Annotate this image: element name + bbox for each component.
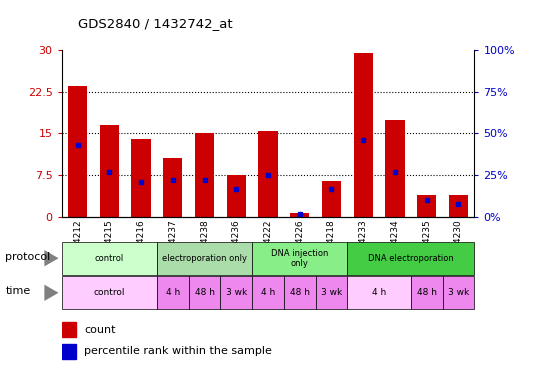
Text: 48 h: 48 h: [416, 288, 437, 297]
Bar: [220, 276, 252, 309]
Text: electroporation only: electroporation only: [162, 254, 247, 263]
Text: DNA electroporation: DNA electroporation: [368, 254, 454, 263]
Polygon shape: [44, 250, 58, 266]
Bar: [290, 213, 309, 217]
Bar: [354, 53, 373, 217]
Text: control: control: [95, 254, 124, 263]
Bar: [411, 276, 443, 309]
Text: 4 h: 4 h: [166, 288, 180, 297]
Bar: [157, 276, 189, 309]
Text: count: count: [84, 325, 116, 335]
Bar: [316, 276, 347, 309]
Bar: [100, 125, 119, 217]
Text: 3 wk: 3 wk: [321, 288, 342, 297]
Bar: [68, 86, 87, 217]
Bar: [157, 242, 252, 275]
Bar: [252, 242, 347, 275]
Bar: [131, 139, 151, 217]
Text: 48 h: 48 h: [195, 288, 214, 297]
Text: 4 h: 4 h: [261, 288, 275, 297]
Text: 3 wk: 3 wk: [226, 288, 247, 297]
Bar: [62, 344, 76, 359]
Bar: [284, 276, 316, 309]
Bar: [227, 175, 246, 217]
Text: protocol: protocol: [5, 252, 50, 262]
Bar: [258, 131, 278, 217]
Bar: [347, 242, 474, 275]
Bar: [189, 276, 220, 309]
Text: GDS2840 / 1432742_at: GDS2840 / 1432742_at: [78, 17, 232, 30]
Text: 4 h: 4 h: [372, 288, 386, 297]
Text: DNA injection
only: DNA injection only: [271, 248, 329, 268]
Bar: [62, 323, 76, 337]
Bar: [443, 276, 474, 309]
Bar: [322, 181, 341, 217]
Bar: [195, 134, 214, 217]
Bar: [163, 159, 182, 217]
Bar: [62, 242, 157, 275]
Text: 48 h: 48 h: [290, 288, 310, 297]
Bar: [252, 276, 284, 309]
Bar: [385, 119, 405, 217]
Text: percentile rank within the sample: percentile rank within the sample: [84, 346, 272, 356]
Polygon shape: [44, 285, 58, 301]
Bar: [62, 276, 157, 309]
Text: time: time: [5, 286, 31, 296]
Text: 3 wk: 3 wk: [448, 288, 469, 297]
Bar: [417, 195, 436, 217]
Bar: [449, 195, 468, 217]
Text: control: control: [93, 288, 125, 297]
Bar: [347, 276, 411, 309]
